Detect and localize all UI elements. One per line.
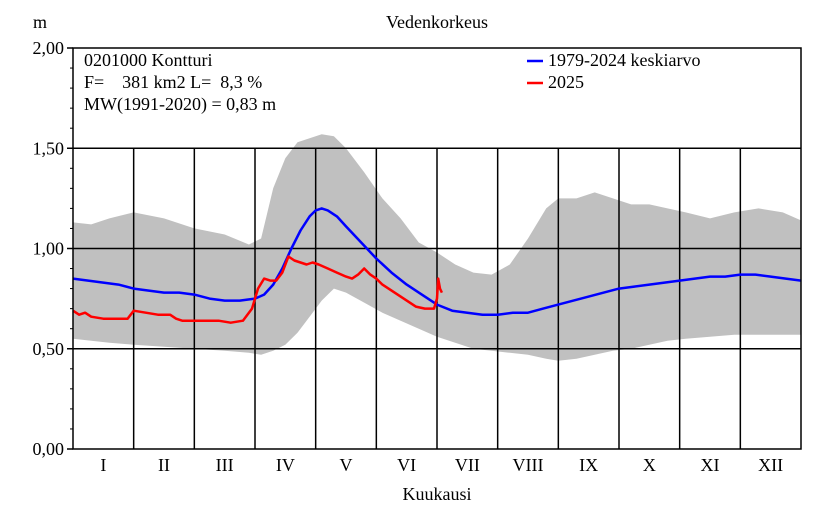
area-label: F= 381 km2 L= 8,3 % xyxy=(84,72,262,92)
y-tick-label-0: 0,00 xyxy=(33,439,65,459)
y-tick-label-3: 1,50 xyxy=(33,138,65,158)
y-axis: 0,00 0,50 1,00 1,50 2,00 xyxy=(33,38,73,459)
legend: 1979-2024 keskiarvo 2025 xyxy=(527,50,700,92)
x-tick-label-0: I xyxy=(100,455,106,475)
x-tick-label-4: V xyxy=(340,455,353,475)
station-label: 0201000 Kontturi xyxy=(84,50,213,70)
grid-layer xyxy=(73,147,801,449)
x-axis-label: Kuukausi xyxy=(403,484,472,504)
chart-title: Vedenkorkeus xyxy=(386,12,488,32)
legend-label-current: 2025 xyxy=(548,72,584,92)
x-tick-label-7: VIII xyxy=(513,455,544,475)
x-tick-label-8: IX xyxy=(579,455,598,475)
y-axis-unit: m xyxy=(33,12,47,32)
x-tick-label-11: XII xyxy=(758,455,783,475)
x-tick-label-10: XI xyxy=(701,455,720,475)
x-tick-label-2: III xyxy=(216,455,234,475)
info-box: 0201000 Kontturi F= 381 km2 L= 8,3 % MW(… xyxy=(84,50,276,115)
series-line-current xyxy=(72,255,444,324)
y-tick-label-4: 2,00 xyxy=(33,38,65,58)
x-tick-label-5: VI xyxy=(397,455,416,475)
x-tick-label-9: X xyxy=(643,455,656,475)
legend-label-mean: 1979-2024 keskiarvo xyxy=(548,50,700,70)
x-tick-label-1: II xyxy=(158,455,170,475)
x-tick-label-3: IV xyxy=(276,455,295,475)
series-line-mean xyxy=(72,207,802,316)
x-tick-label-6: VII xyxy=(455,455,480,475)
x-axis: I II III IV V VI VII VIII IX X XI XII xyxy=(100,455,783,475)
y-tick-label-1: 0,50 xyxy=(33,339,65,359)
y-tick-label-2: 1,00 xyxy=(33,239,65,259)
series-layer xyxy=(72,207,802,324)
mean-water-label: MW(1991-2020) = 0,83 m xyxy=(84,94,276,115)
